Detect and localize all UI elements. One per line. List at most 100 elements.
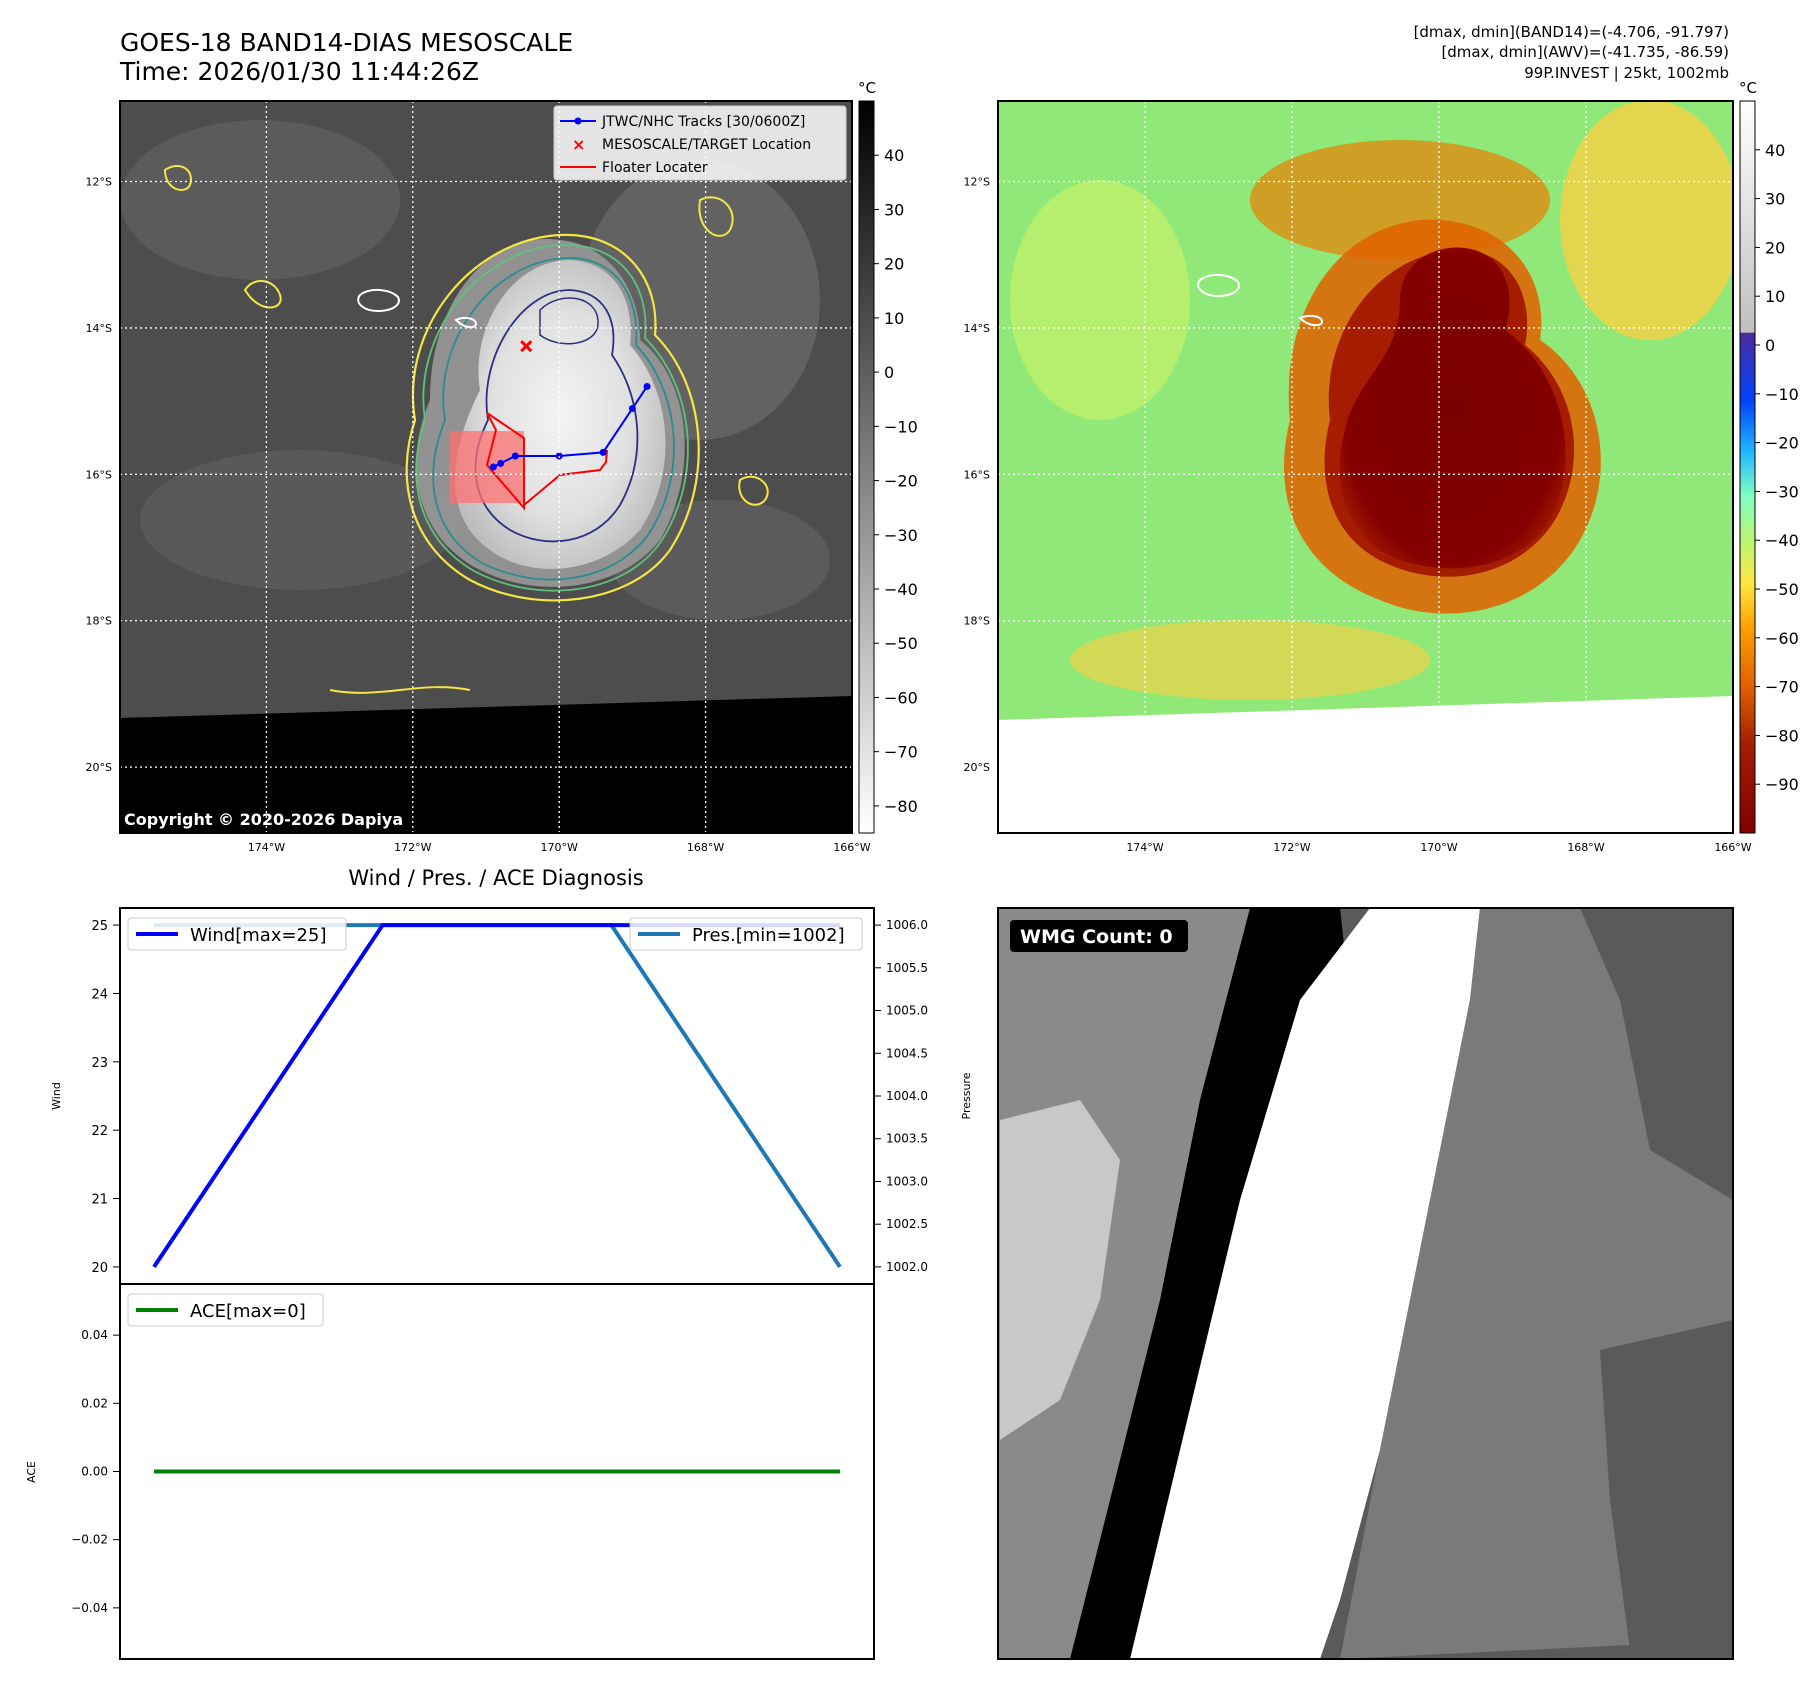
colorbar-tick-label: −20 — [1765, 434, 1799, 453]
lat-label: 14°S — [86, 322, 112, 335]
ir-cloud-patch — [120, 120, 400, 280]
lat-label: 12°S — [964, 176, 990, 189]
pressure-axis-label: Pressure — [960, 1072, 973, 1119]
lon-label: 172°W — [1273, 841, 1310, 854]
pressure-tick-label: 1006.0 — [886, 918, 928, 932]
ace-legend-label: ACE[max=0] — [190, 1301, 306, 1322]
info-line2: [dmax, dmin](AWV)=(-41.735, -86.59) — [1441, 43, 1729, 61]
colorbar-tick-label: −30 — [884, 526, 918, 545]
colorbar-tick-label: −70 — [884, 743, 918, 762]
pressure-tick-label: 1003.5 — [886, 1132, 928, 1146]
awv-colorbar — [1739, 100, 1756, 834]
island-outline — [357, 289, 400, 313]
contour-fragment — [163, 165, 192, 191]
legend-track-dot — [574, 117, 582, 125]
contour-31 — [405, 233, 700, 602]
ace-tick-label: 0.02 — [81, 1396, 108, 1410]
pressure-legend-box — [629, 917, 863, 951]
colorbar-tick-label: 40 — [884, 146, 904, 165]
pressure-tick-label: 1005.0 — [886, 1004, 928, 1018]
track-point — [599, 448, 607, 456]
colorbar-tick-label: −10 — [1765, 385, 1799, 404]
colorbar-tick-label: −50 — [1765, 580, 1799, 599]
contour-54 — [415, 244, 689, 592]
colorbar-tick-label: −40 — [1765, 531, 1799, 550]
pressure-tick-label: 1002.0 — [886, 1260, 928, 1274]
ir-frame — [119, 100, 853, 834]
awv-colorbar-unit: °C — [1739, 79, 1757, 97]
contour-fragment — [243, 280, 282, 309]
legend-target-x: × — [572, 135, 585, 154]
pressure-tick-label: 1003.0 — [886, 1174, 928, 1188]
awv-patch — [1010, 180, 1190, 420]
wind-tick-label: 22 — [91, 1124, 108, 1139]
wmg-patch — [1600, 1320, 1733, 1650]
copyright: Copyright © 2020-2026 Dapiya — [124, 810, 403, 829]
pressure-legend-label: Pres.[min=1002] — [692, 925, 845, 946]
chart-title-line2: Time: 2026/01/30 11:44:26Z — [120, 57, 479, 86]
lon-label: 174°W — [248, 841, 285, 854]
colorbar-tick-label: −20 — [884, 472, 918, 491]
floater-box — [449, 431, 524, 503]
wind-tick-label: 20 — [91, 1261, 108, 1276]
colorbar-tick-label: −50 — [884, 634, 918, 653]
lon-label: 170°W — [1420, 841, 1457, 854]
awv-colorbar-ticks: 40 30 20 10 0 −10 −20 −30 −40 −50 −60 −70 −80 −90 — [1755, 141, 1799, 794]
colorbar-tick-label: −60 — [884, 688, 918, 707]
ace-tick-label: 0.00 — [81, 1465, 108, 1479]
awv-lon-labels: 174°W 172°W 170°W 168°W 166°W — [1126, 841, 1751, 854]
ace-axis-label: ACE — [25, 1461, 38, 1483]
contour-fragment — [698, 196, 734, 237]
contour-64 — [432, 257, 675, 581]
ace-legend-box — [127, 1293, 324, 1327]
ir-lon-labels: 174°W 172°W 170°W 168°W 166°W — [248, 841, 871, 854]
awv-storm-core — [1339, 247, 1566, 569]
colorbar-tick-label: 20 — [884, 255, 904, 274]
awv-patch — [1560, 101, 1733, 340]
colorbar-tick-label: 10 — [1765, 287, 1785, 306]
floater-locater-line — [523, 449, 608, 506]
lat-label: 18°S — [964, 615, 990, 628]
wmg-bright-patch — [1000, 1100, 1120, 1440]
pressure-tick-label: 1004.5 — [886, 1046, 928, 1060]
wmg-count-label: WMG Count: 0 — [1020, 926, 1173, 948]
pressure-tick-label: 1005.5 — [886, 961, 928, 975]
wind-legend: Wind[max=25] — [127, 917, 347, 951]
colorbar-tick-label: 30 — [884, 200, 904, 219]
ace-tick-label: 0.04 — [81, 1328, 108, 1342]
pressure-tick-label: 1002.5 — [886, 1217, 928, 1231]
lat-label: 20°S — [964, 761, 990, 774]
colorbar-tick-label: 40 — [1765, 141, 1785, 160]
ace-legend: ACE[max=0] — [127, 1293, 324, 1327]
chart-title-line1: GOES-18 BAND14-DIAS MESOSCALE — [120, 28, 574, 57]
contour-fragment — [738, 475, 769, 506]
wind-tick-label: 24 — [91, 987, 108, 1002]
wmg-frame — [997, 907, 1734, 1660]
wmg-imagery — [998, 908, 1733, 1659]
ace-tick-label: −0.04 — [71, 1601, 108, 1615]
colorbar-tick-label: −10 — [884, 417, 918, 436]
wind-pres-plot-frame — [119, 907, 875, 1285]
island-outline — [1197, 274, 1240, 298]
info-line3: 99P.INVEST | 25kt, 1002mb — [1524, 64, 1729, 82]
target-x-stroke — [520, 340, 533, 353]
lat-label: 14°S — [964, 322, 990, 335]
colorbar-tick-label: 20 — [1765, 238, 1785, 257]
wind-tick-label: 23 — [91, 1056, 108, 1071]
ir-colorbar-ticks: 40 30 20 10 0 −10 −20 −30 −40 −50 −60 −70 −80 — [874, 146, 918, 816]
wind-tick-label: 21 — [91, 1193, 108, 1208]
island-outline — [454, 316, 478, 329]
ir-nodata-band — [120, 696, 852, 833]
wind-legend-label: Wind[max=25] — [190, 925, 327, 946]
wmg-band-left — [998, 908, 1250, 1659]
map-legend: JTWC/NHC Tracks [30/0600Z] × MESOSCALE/T… — [553, 105, 847, 181]
pressure-legend: Pres.[min=1002] — [629, 917, 863, 951]
track-point — [511, 452, 519, 460]
floater-locater — [485, 412, 525, 511]
island-outline — [1298, 314, 1324, 327]
lat-label: 20°S — [86, 761, 112, 774]
colorbar-tick-label: 30 — [1765, 190, 1785, 209]
colorbar-tick-label: 10 — [884, 309, 904, 328]
lat-label: 12°S — [86, 176, 112, 189]
